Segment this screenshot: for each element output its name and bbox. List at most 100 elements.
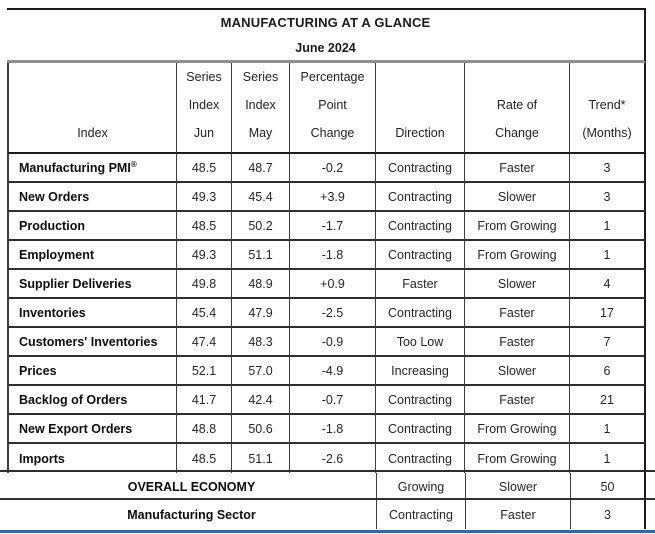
- row-label: New Export Orders: [7, 415, 177, 444]
- cell-change: -2.6: [290, 444, 376, 473]
- cell-may: 48.7: [232, 154, 290, 183]
- table-row-manufacturing-pmi: Manufacturing PMI® 48.5 48.7 -0.2 Contra…: [7, 154, 646, 183]
- cell-trend: 7: [570, 328, 646, 357]
- separator-above-overall-economy: [0, 470, 655, 472]
- cell-rate: Faster: [465, 501, 570, 529]
- row-label: Employment: [7, 241, 177, 270]
- row-label: Backlog of Orders: [7, 386, 177, 415]
- cell-jun: 49.8: [177, 270, 232, 299]
- report-month: June 2024: [295, 41, 356, 55]
- cell-change: -1.7: [290, 212, 376, 241]
- cell-rate: Slower: [465, 183, 570, 212]
- cell-rate: Slower: [465, 357, 570, 386]
- table-row-customers-inventories: Customers' Inventories 47.4 48.3 -0.9 To…: [7, 328, 646, 357]
- cell-jun: 41.7: [177, 386, 232, 415]
- cell-rate: Faster: [465, 328, 570, 357]
- cell-may: 47.9: [232, 299, 290, 328]
- table-row-production: Production 48.5 50.2 -1.7 Contracting Fr…: [7, 212, 646, 241]
- cell-direction: Too Low: [376, 328, 465, 357]
- cell-trend: 3: [570, 501, 646, 529]
- cell-may: 51.1: [232, 241, 290, 270]
- cell-change: +0.9: [290, 270, 376, 299]
- cell-direction: Contracting: [376, 386, 465, 415]
- table-row-prices: Prices 52.1 57.0 -4.9 Increasing Slower …: [7, 357, 646, 386]
- cell-direction: Increasing: [376, 357, 465, 386]
- cell-rate: From Growing: [465, 444, 570, 473]
- cell-jun: 47.4: [177, 328, 232, 357]
- cell-jun: 49.3: [177, 183, 232, 212]
- cell-may: 42.4: [232, 386, 290, 415]
- separator-above-manufacturing-sector: [0, 498, 655, 500]
- col-header-rate-of-change: Rate of Change: [465, 63, 570, 154]
- cell-direction: Contracting: [376, 154, 465, 183]
- summary-row-overall-economy: OVERALL ECONOMY Growing Slower 50: [7, 473, 646, 501]
- table-title-row: MANUFACTURING AT A GLANCE June 2024: [7, 8, 646, 63]
- cell-trend: 4: [570, 270, 646, 299]
- cell-may: 51.1: [232, 444, 290, 473]
- cell-may: 50.2: [232, 212, 290, 241]
- bottom-accent-rule: [0, 530, 655, 533]
- cell-direction: Contracting: [376, 241, 465, 270]
- summary-label: OVERALL ECONOMY: [127, 480, 256, 494]
- table-row-employment: Employment 49.3 51.1 -1.8 Contracting Fr…: [7, 241, 646, 270]
- cell-rate: From Growing: [465, 415, 570, 444]
- table-row-backlog-of-orders: Backlog of Orders 41.7 42.4 -0.7 Contrac…: [7, 386, 646, 415]
- column-header-row: Index Series Index Jun Series Index May …: [7, 63, 646, 154]
- cell-rate: Faster: [465, 154, 570, 183]
- cell-jun: 45.4: [177, 299, 232, 328]
- cell-change: -0.9: [290, 328, 376, 357]
- cell-change: -2.5: [290, 299, 376, 328]
- row-label: Manufacturing PMI®: [7, 154, 177, 183]
- cell-trend: 3: [570, 183, 646, 212]
- cell-may: 50.6: [232, 415, 290, 444]
- cell-trend: 1: [570, 444, 646, 473]
- cell-trend: 6: [570, 357, 646, 386]
- cell-trend: 17: [570, 299, 646, 328]
- cell-change: -1.8: [290, 241, 376, 270]
- table-row-supplier-deliveries: Supplier Deliveries 49.8 48.9 +0.9 Faste…: [7, 270, 646, 299]
- cell-jun: 48.8: [177, 415, 232, 444]
- cell-direction: Growing: [376, 473, 465, 501]
- table-row-inventories: Inventories 45.4 47.9 -2.5 Contracting F…: [7, 299, 646, 328]
- cell-direction: Contracting: [376, 183, 465, 212]
- cell-rate: Slower: [465, 473, 570, 501]
- cell-change: +3.9: [290, 183, 376, 212]
- cell-change: -1.8: [290, 415, 376, 444]
- row-label: Inventories: [7, 299, 177, 328]
- table-row-imports: Imports 48.5 51.1 -2.6 Contracting From …: [7, 444, 646, 473]
- col-header-index: Index: [7, 63, 177, 154]
- row-label: Customers' Inventories: [7, 328, 177, 357]
- cell-jun: 48.5: [177, 212, 232, 241]
- table-row-new-export-orders: New Export Orders 48.8 50.6 -1.8 Contrac…: [7, 415, 646, 444]
- cell-rate: Faster: [465, 386, 570, 415]
- table-title-cell: MANUFACTURING AT A GLANCE June 2024: [7, 8, 646, 63]
- cell-jun: 49.3: [177, 241, 232, 270]
- cell-direction: Contracting: [376, 299, 465, 328]
- cell-trend: 3: [570, 154, 646, 183]
- cell-trend: 21: [570, 386, 646, 415]
- summary-label: Manufacturing Sector: [127, 508, 256, 522]
- manufacturing-at-a-glance-table: MANUFACTURING AT A GLANCE June 2024 Inde…: [7, 8, 646, 529]
- table-row-new-orders: New Orders 49.3 45.4 +3.9 Contracting Sl…: [7, 183, 646, 212]
- row-label: Prices: [7, 357, 177, 386]
- cell-rate: From Growing: [465, 212, 570, 241]
- summary-row-manufacturing-sector: Manufacturing Sector Contracting Faster …: [7, 501, 646, 529]
- cell-may: 48.9: [232, 270, 290, 299]
- row-label: Supplier Deliveries: [7, 270, 177, 299]
- cell-trend: 1: [570, 212, 646, 241]
- cell-jun: 48.5: [177, 444, 232, 473]
- cell-change: -4.9: [290, 357, 376, 386]
- cell-change: -0.7: [290, 386, 376, 415]
- cell-rate: Faster: [465, 299, 570, 328]
- col-header-percentage-point-change: Percentage Point Change: [290, 63, 376, 154]
- cell-may: 45.4: [232, 183, 290, 212]
- cell-direction: Contracting: [376, 444, 465, 473]
- cell-rate: From Growing: [465, 241, 570, 270]
- row-label: Production: [7, 212, 177, 241]
- cell-jun: 52.1: [177, 357, 232, 386]
- cell-direction: Contracting: [376, 415, 465, 444]
- row-label: New Orders: [7, 183, 177, 212]
- col-header-direction: Direction: [376, 63, 465, 154]
- col-header-series-index-jun: Series Index Jun: [177, 63, 232, 154]
- cell-trend: 50: [570, 473, 646, 501]
